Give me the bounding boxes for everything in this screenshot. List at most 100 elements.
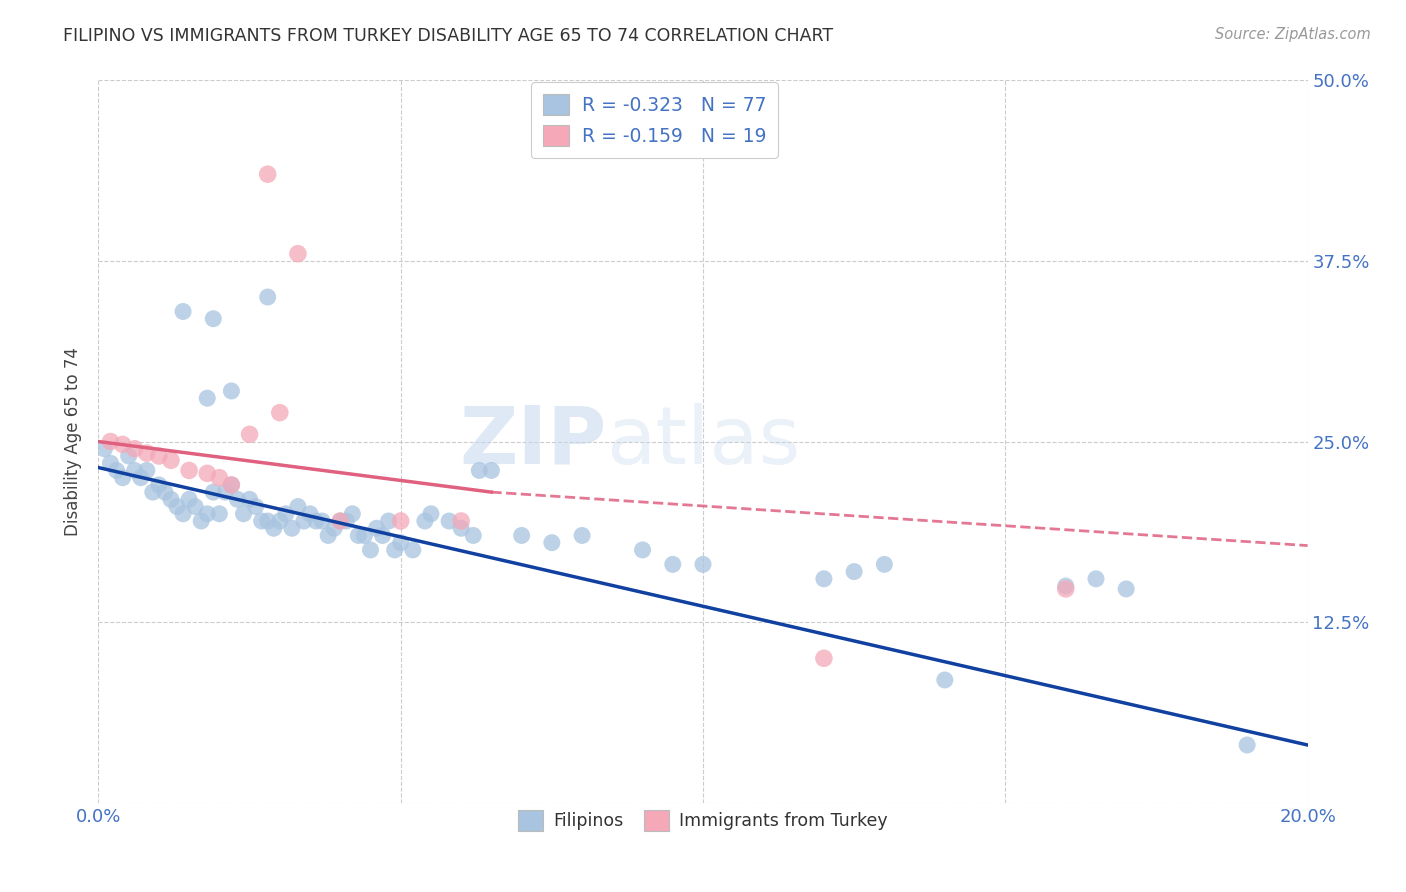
Point bbox=[239, 492, 262, 507]
Point bbox=[195, 467, 218, 481]
Point bbox=[250, 514, 273, 528]
Point bbox=[148, 449, 170, 463]
Point bbox=[413, 514, 436, 528]
Point bbox=[631, 542, 654, 557]
Point bbox=[873, 558, 896, 572]
Point bbox=[111, 437, 134, 451]
Point bbox=[305, 514, 328, 528]
Point bbox=[208, 470, 231, 484]
Point bbox=[135, 446, 157, 460]
Point bbox=[124, 463, 146, 477]
Y-axis label: Disability Age 65 to 74: Disability Age 65 to 74 bbox=[65, 347, 83, 536]
Point bbox=[463, 528, 485, 542]
Text: Source: ZipAtlas.com: Source: ZipAtlas.com bbox=[1215, 27, 1371, 42]
Point bbox=[129, 470, 152, 484]
Point bbox=[377, 514, 399, 528]
Point bbox=[274, 507, 297, 521]
Point bbox=[1054, 582, 1077, 596]
Point bbox=[160, 492, 183, 507]
Point bbox=[347, 528, 370, 542]
Point bbox=[1236, 738, 1258, 752]
Point bbox=[263, 521, 285, 535]
Point bbox=[105, 463, 128, 477]
Point bbox=[226, 492, 249, 507]
Point bbox=[166, 500, 188, 514]
Point bbox=[934, 673, 956, 687]
Point bbox=[142, 485, 165, 500]
Point bbox=[450, 514, 472, 528]
Point bbox=[172, 507, 194, 521]
Point bbox=[124, 442, 146, 456]
Point bbox=[221, 478, 243, 492]
Point bbox=[100, 434, 122, 449]
Point bbox=[481, 463, 503, 477]
Point bbox=[208, 507, 231, 521]
Point bbox=[269, 514, 291, 528]
Point bbox=[195, 507, 218, 521]
Point bbox=[179, 492, 201, 507]
Point bbox=[287, 500, 309, 514]
Text: ZIP: ZIP bbox=[458, 402, 606, 481]
Point bbox=[437, 514, 460, 528]
Point bbox=[269, 406, 291, 420]
Point bbox=[184, 500, 207, 514]
Point bbox=[389, 535, 412, 549]
Point bbox=[221, 478, 243, 492]
Point bbox=[245, 500, 267, 514]
Point bbox=[148, 478, 170, 492]
Point bbox=[179, 463, 201, 477]
Point bbox=[540, 535, 562, 549]
Point bbox=[153, 485, 176, 500]
Point bbox=[195, 391, 218, 405]
Point bbox=[1054, 579, 1077, 593]
Point bbox=[389, 514, 412, 528]
Point bbox=[1085, 572, 1108, 586]
Point bbox=[384, 542, 406, 557]
Point bbox=[329, 514, 352, 528]
Point bbox=[232, 507, 254, 521]
Point bbox=[813, 651, 835, 665]
Point bbox=[292, 514, 315, 528]
Point bbox=[111, 470, 134, 484]
Point bbox=[450, 521, 472, 535]
Point bbox=[256, 514, 278, 528]
Point bbox=[329, 514, 352, 528]
Point bbox=[214, 485, 236, 500]
Legend: Filipinos, Immigrants from Turkey: Filipinos, Immigrants from Turkey bbox=[512, 804, 894, 838]
Point bbox=[287, 246, 309, 260]
Point bbox=[221, 384, 243, 398]
Point bbox=[135, 463, 157, 477]
Text: FILIPINO VS IMMIGRANTS FROM TURKEY DISABILITY AGE 65 TO 74 CORRELATION CHART: FILIPINO VS IMMIGRANTS FROM TURKEY DISAB… bbox=[63, 27, 834, 45]
Point bbox=[360, 542, 382, 557]
Point bbox=[160, 453, 183, 467]
Point bbox=[100, 456, 122, 470]
Point bbox=[366, 521, 388, 535]
Point bbox=[468, 463, 491, 477]
Point bbox=[239, 427, 262, 442]
Point bbox=[256, 290, 278, 304]
Point bbox=[118, 449, 141, 463]
Point bbox=[172, 304, 194, 318]
Point bbox=[299, 507, 322, 521]
Point bbox=[202, 485, 225, 500]
Point bbox=[353, 528, 375, 542]
Point bbox=[335, 514, 357, 528]
Point bbox=[1115, 582, 1137, 596]
Point bbox=[281, 521, 304, 535]
Text: atlas: atlas bbox=[606, 402, 800, 481]
Point bbox=[571, 528, 593, 542]
Point bbox=[661, 558, 683, 572]
Point bbox=[420, 507, 443, 521]
Point bbox=[813, 572, 835, 586]
Point bbox=[510, 528, 533, 542]
Point bbox=[93, 442, 115, 456]
Point bbox=[202, 311, 225, 326]
Point bbox=[371, 528, 394, 542]
Point bbox=[256, 167, 278, 181]
Point bbox=[311, 514, 333, 528]
Point bbox=[190, 514, 212, 528]
Point bbox=[323, 521, 346, 535]
Point bbox=[316, 528, 339, 542]
Point bbox=[844, 565, 866, 579]
Point bbox=[692, 558, 714, 572]
